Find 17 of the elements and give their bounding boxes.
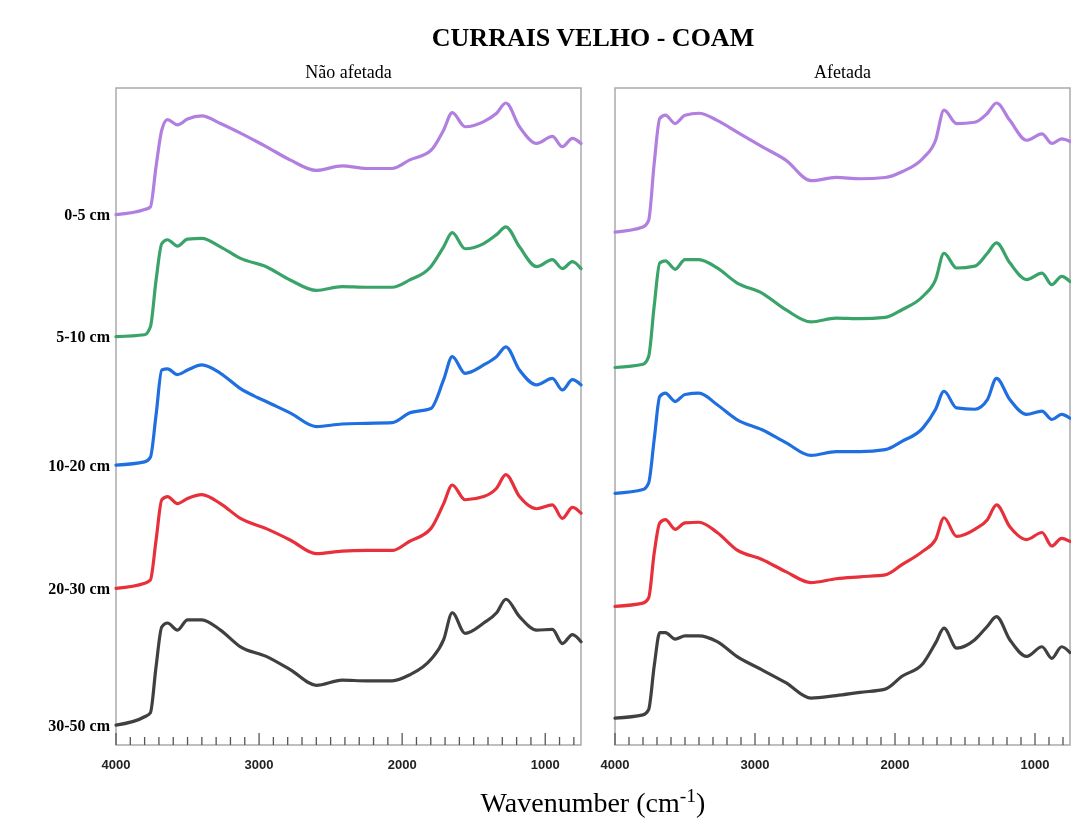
x-tick-label: 2000 xyxy=(387,757,417,772)
chart-subtitle: Não afetada xyxy=(305,62,392,82)
chart-subtitle: Afetada xyxy=(814,62,871,82)
series-label: 10-20 cm xyxy=(48,456,111,474)
chart-title: CURRAIS VELHO - COAM xyxy=(431,23,755,52)
series-label: 0-5 cm xyxy=(64,206,111,224)
x-tick-label: 2000 xyxy=(880,757,910,772)
series-label: 20-30 cm xyxy=(48,579,111,597)
x-tick-label: 4000 xyxy=(600,757,630,772)
x-tick-label: 3000 xyxy=(244,757,274,772)
series-label: 30-50 cm xyxy=(48,716,111,734)
x-tick-label: 1000 xyxy=(530,757,560,772)
x-axis-title: Wavenumber (cm$^{-1}$) xyxy=(480,784,706,818)
x-tick-label: 4000 xyxy=(101,757,131,772)
x-tick-label: 1000 xyxy=(1020,757,1050,772)
x-tick-label: 3000 xyxy=(740,757,770,772)
series-label: 5-10 cm xyxy=(56,328,111,346)
